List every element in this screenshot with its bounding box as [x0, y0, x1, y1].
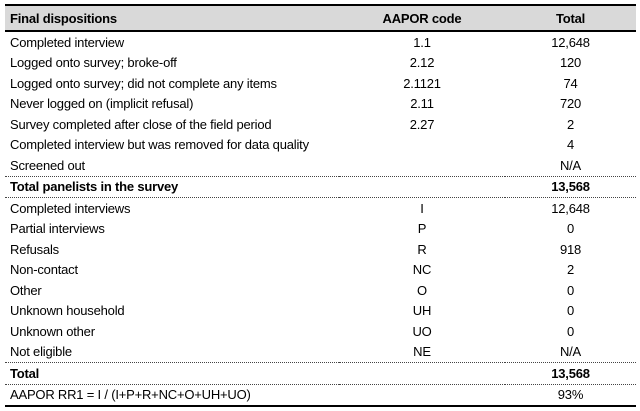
table-row: Logged onto survey; broke-off 2.12 120 [5, 53, 636, 74]
dispositions-table-container: Final dispositions AAPOR code Total Comp… [5, 4, 636, 407]
aapor-code-value: I [420, 200, 424, 216]
total-value: 0 [566, 323, 575, 339]
aapor-code-value [339, 362, 505, 385]
total-value: 12,648 [551, 200, 590, 216]
total-value: N/A [559, 157, 582, 173]
table-row: Other O 0 [5, 280, 636, 301]
total-value: 918 [559, 241, 582, 257]
total-value: N/A [559, 344, 582, 360]
disposition-label: Unknown household [10, 303, 125, 319]
total-value: 74 [563, 75, 578, 91]
table-row: Logged onto survey; did not complete any… [5, 73, 636, 94]
aapor-code-value: O [417, 282, 427, 298]
aapor-code-value: 2.27 [409, 116, 435, 132]
disposition-label: Total [5, 362, 339, 385]
disposition-label: Not eligible [10, 344, 72, 360]
total-value: 0 [566, 221, 575, 237]
total-value: 0 [566, 303, 575, 319]
aapor-code-value: UH [412, 303, 432, 319]
table-row: Completed interview 1.1 12,648 [5, 31, 636, 53]
final-dispositions-table: Final dispositions AAPOR code Total Comp… [5, 4, 636, 407]
total-value: 13,568 [505, 362, 636, 385]
disposition-label: Total panelists in the survey [5, 175, 339, 198]
aapor-code-value: 2.11 [410, 96, 434, 112]
table-row: Survey completed after close of the fiel… [5, 114, 636, 135]
header-final-dispositions: Final dispositions [5, 4, 339, 32]
disposition-label: Screened out [10, 157, 85, 173]
aapor-code-value [339, 384, 505, 407]
disposition-label: Completed interview [10, 34, 124, 50]
header-aapor-code: AAPOR code [339, 4, 505, 32]
aapor-code-value: R [417, 241, 427, 257]
disposition-label: AAPOR RR1 = I / (I+P+R+NC+O+UH+UO) [5, 384, 339, 407]
aapor-code-value: P [417, 221, 427, 237]
disposition-label: Other [10, 282, 42, 298]
aapor-code-value: NC [412, 262, 432, 278]
disposition-label: Never logged on (implicit refusal) [10, 96, 194, 112]
table-row: Refusals R 918 [5, 239, 636, 260]
table-row: Never logged on (implicit refusal) 2.11 … [5, 94, 636, 115]
table-row: Not eligible NE N/A [5, 342, 636, 363]
table-row: Total panelists in the survey 13,568 [5, 175, 636, 198]
header-row: Final dispositions AAPOR code Total [5, 4, 636, 32]
aapor-code-value: NE [413, 344, 431, 360]
table-row: Screened out N/A [5, 155, 636, 176]
disposition-label: Non-contact [10, 262, 78, 278]
disposition-label: Survey completed after close of the fiel… [10, 116, 272, 132]
aapor-code-value [339, 135, 505, 156]
aapor-code-value [339, 155, 505, 176]
aapor-code-value: 2.1121 [403, 75, 441, 91]
aapor-code-value: 1.1 [413, 34, 431, 50]
total-value: 93% [505, 384, 636, 407]
aapor-code-value: UO [412, 323, 432, 339]
table-body: Completed interview 1.1 12,648 Logged on… [5, 31, 636, 407]
total-value: 2 [566, 262, 575, 278]
disposition-label: Unknown other [10, 323, 95, 339]
header-total: Total [505, 4, 636, 32]
table-row: AAPOR RR1 = I / (I+P+R+NC+O+UH+UO) 93% [5, 384, 636, 407]
total-value: 12,648 [551, 34, 590, 50]
table-row: Non-contact NC 2 [5, 260, 636, 281]
disposition-label: Completed interviews [10, 200, 131, 216]
disposition-label: Partial interviews [10, 221, 105, 237]
total-value: 120 [559, 55, 582, 71]
total-value: 0 [566, 282, 575, 298]
aapor-code-value: 2.12 [409, 55, 435, 71]
disposition-label: Logged onto survey; broke-off [10, 55, 177, 71]
disposition-label: Logged onto survey; did not complete any… [10, 75, 277, 91]
total-value: 720 [559, 96, 582, 112]
table-row: Unknown other UO 0 [5, 321, 636, 342]
aapor-code-value [339, 175, 505, 198]
table-row: Completed interviews I 12,648 [5, 198, 636, 219]
table-header: Final dispositions AAPOR code Total [5, 4, 636, 32]
table-row: Unknown household UH 0 [5, 301, 636, 322]
total-value: 2 [566, 116, 575, 132]
total-value: 4 [566, 137, 575, 153]
disposition-label: Refusals [10, 241, 59, 257]
disposition-label: Completed interview but was removed for … [10, 137, 309, 153]
table-row: Completed interview but was removed for … [5, 135, 636, 156]
table-row: Total 13,568 [5, 362, 636, 385]
total-value: 13,568 [505, 175, 636, 198]
table-row: Partial interviews P 0 [5, 219, 636, 240]
